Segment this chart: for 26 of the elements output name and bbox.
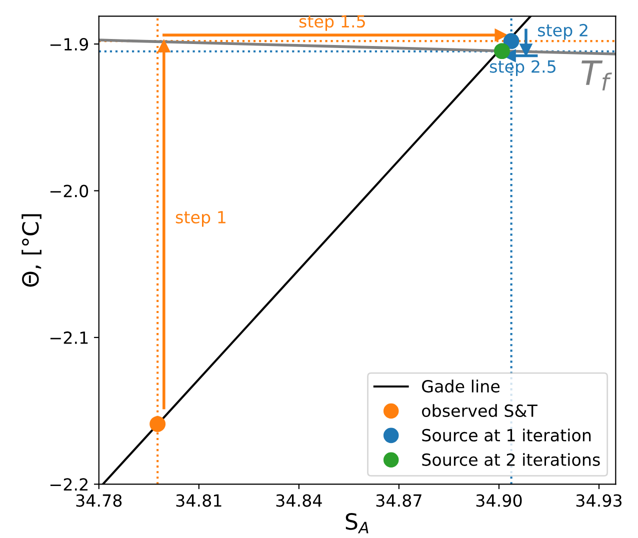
series-label: step 2: [538, 24, 588, 40]
series-label: step 1.5: [299, 15, 365, 31]
point: [494, 43, 510, 60]
y-tick-label: −2.0: [50, 184, 88, 198]
legend-label: Gade line: [422, 380, 500, 393]
legend-label: Source at 2 iterations: [422, 453, 600, 466]
point: [150, 416, 166, 432]
series-label: T$_{f}$: [582, 60, 612, 90]
legend-label: observed S&T: [422, 404, 538, 418]
y-tick-label: −2.1: [50, 331, 88, 344]
x-axis-title: S$_{A}$: [346, 513, 368, 534]
point: [494, 28, 508, 42]
y-axis-title: Θ, [°C]: [22, 214, 42, 287]
point: [503, 33, 520, 50]
x-tick-label: 34.84: [276, 494, 322, 507]
y-tick-label: −1.9: [50, 38, 88, 51]
x-tick-label: 34.87: [376, 494, 422, 507]
point: [158, 40, 170, 52]
series-label: step 1: [176, 211, 226, 227]
x-tick-label: 34.90: [476, 494, 522, 507]
y-tick-label: −2.2: [50, 478, 88, 491]
x-tick-label: 34.78: [76, 494, 122, 507]
legend-label: Source at 1 iteration: [422, 428, 591, 442]
series-label: step 2.5: [490, 60, 556, 76]
x-tick-label: 34.81: [176, 494, 222, 507]
x-tick-label: 34.93: [576, 494, 622, 507]
